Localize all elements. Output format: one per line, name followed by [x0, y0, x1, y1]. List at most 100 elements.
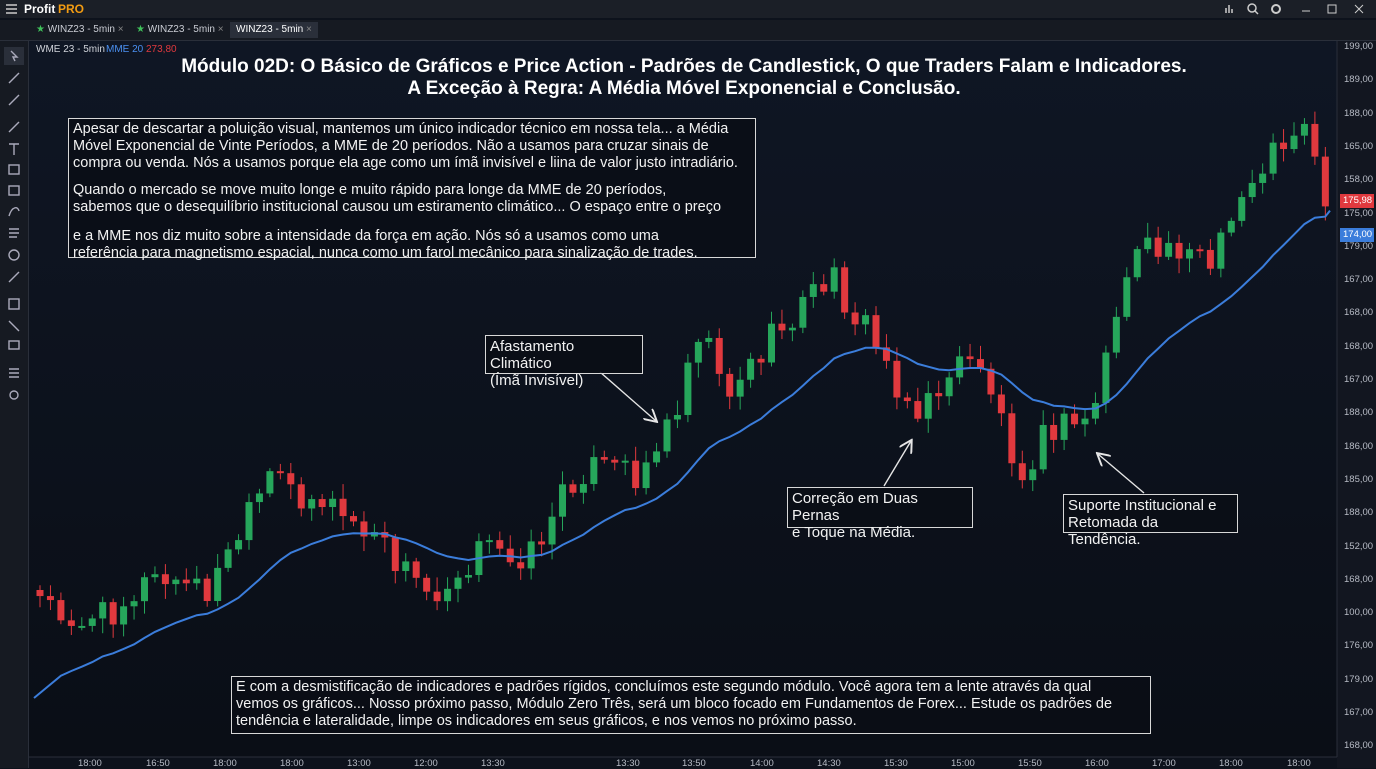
window-controls[interactable]	[1222, 1, 1372, 17]
candle-body	[46, 596, 54, 601]
candle-body	[1112, 316, 1120, 353]
info-line: Móvel Exponencial de Vinte Períodos, a M…	[73, 138, 709, 154]
candle-body	[203, 578, 211, 602]
price-tick-label: 168,00	[1344, 573, 1374, 585]
app-name: Profit	[24, 2, 56, 16]
candle-body	[1050, 424, 1058, 440]
candle-body	[559, 484, 566, 517]
info-paragraph: Quando o mercado se move muito longe e m…	[73, 182, 751, 216]
price-tick-label: 168,00	[1344, 340, 1374, 352]
bottom-text-line: E com a desmistificação de indicadores e…	[236, 679, 1092, 695]
candle-body	[193, 578, 201, 584]
arrows	[599, 371, 1145, 494]
candle-body	[538, 541, 546, 545]
candle-body	[485, 540, 493, 543]
candle-body	[956, 356, 964, 378]
candle-body	[1290, 135, 1298, 150]
candle-body	[684, 362, 692, 416]
bottom-text-box: E com a desmistificação de indicadores e…	[231, 676, 1151, 734]
candle-body	[109, 602, 117, 625]
arrow	[599, 371, 656, 421]
time-tick-label: 17:00	[1152, 758, 1176, 769]
legend-indicator-value: 273,80	[146, 44, 177, 55]
candle-body	[851, 312, 859, 325]
price-tick-label: 179,00	[1344, 240, 1374, 252]
candle-body	[872, 315, 880, 348]
candle-body	[621, 460, 629, 463]
candle-body	[412, 561, 420, 578]
ema-line	[33, 209, 1331, 699]
time-tick-label: 18:00	[1287, 758, 1311, 769]
candle-body	[778, 323, 786, 331]
candle-body	[663, 419, 671, 452]
time-tick-label: 16:50	[146, 758, 170, 769]
candle-body	[632, 460, 640, 489]
time-tick-label: 13:30	[481, 758, 505, 769]
candle-body	[736, 379, 744, 397]
time-tick-label: 14:30	[817, 758, 841, 769]
annotation-box: Suporte Institucional e Retomada da Tendê…	[1063, 494, 1238, 548]
candle-body	[308, 499, 316, 509]
tab-label: WINZ23 - 5min	[47, 24, 115, 35]
candle-body	[151, 574, 159, 578]
candle-body	[611, 459, 619, 463]
candle-body	[1071, 413, 1079, 425]
candle-body	[454, 577, 462, 589]
price-tick-label: 176,00	[1344, 640, 1374, 652]
ema-price-tag	[1340, 228, 1374, 242]
tab[interactable]: ★ WINZ23 - 5min ×	[36, 24, 124, 35]
tab-label: WINZ23 - 5min	[147, 24, 215, 35]
candle-body	[255, 493, 263, 503]
candle-body	[1300, 123, 1308, 136]
menu-icon[interactable]	[5, 2, 19, 16]
candle-body	[882, 347, 890, 361]
candle-body	[768, 323, 775, 363]
time-tick-label: 14:00	[750, 758, 774, 769]
candle-body	[1321, 156, 1329, 207]
candle-body	[464, 575, 472, 578]
time-tick-label: 13:00	[347, 758, 371, 769]
price-tick-label: 167,00	[1344, 707, 1374, 718]
candle-body	[1206, 249, 1214, 269]
annotation-box: Afastamento Climático (Ímã Invisível)	[485, 335, 643, 389]
tab[interactable]: WINZ23 - 5min ×	[230, 22, 318, 38]
price-tick-label: 165,00	[1344, 140, 1374, 152]
candle-body	[266, 471, 274, 494]
candle-body	[569, 484, 577, 493]
price-axis-background	[1337, 41, 1376, 768]
candle-body	[1123, 277, 1131, 317]
last-price-tag	[1340, 194, 1374, 208]
time-tick-label: 18:00	[1219, 758, 1243, 769]
candle-body	[423, 577, 431, 592]
tab[interactable]: ★ WINZ23 - 5min ×	[136, 24, 224, 35]
legend-symbol: WME 23 - 5min	[36, 44, 105, 55]
candle-body	[1165, 242, 1173, 257]
candle-body	[391, 537, 399, 572]
annotation-line: Retomada da Tendência.	[1068, 514, 1159, 548]
time-tick-label: 18:00	[280, 758, 304, 769]
arrow	[883, 441, 911, 487]
candle-body	[496, 540, 504, 549]
toolbar-icons[interactable]	[0, 41, 28, 441]
info-line: Quando o mercado se move muito longe e m…	[73, 182, 667, 198]
candle-body	[935, 393, 943, 397]
drawing-toolbar	[0, 41, 29, 768]
candle-body	[788, 327, 796, 331]
candle-body	[245, 502, 253, 541]
price-tick-label: 100,00	[1344, 607, 1374, 619]
candle-body	[893, 360, 901, 398]
arrow	[1098, 454, 1145, 494]
candle-body	[1259, 173, 1267, 183]
time-tick-label: 15:30	[884, 758, 908, 769]
candle-body	[757, 358, 765, 363]
candle-body	[1248, 182, 1256, 198]
candle-body	[642, 462, 650, 489]
candle-body	[1081, 418, 1089, 425]
candle-body	[1029, 469, 1037, 481]
candle-body	[653, 451, 661, 463]
candle-body	[214, 567, 222, 602]
annotation-line: Afastamento Climático	[490, 338, 575, 372]
candle-body	[705, 337, 713, 342]
candle-body	[1227, 220, 1235, 233]
candle-body	[297, 484, 305, 509]
